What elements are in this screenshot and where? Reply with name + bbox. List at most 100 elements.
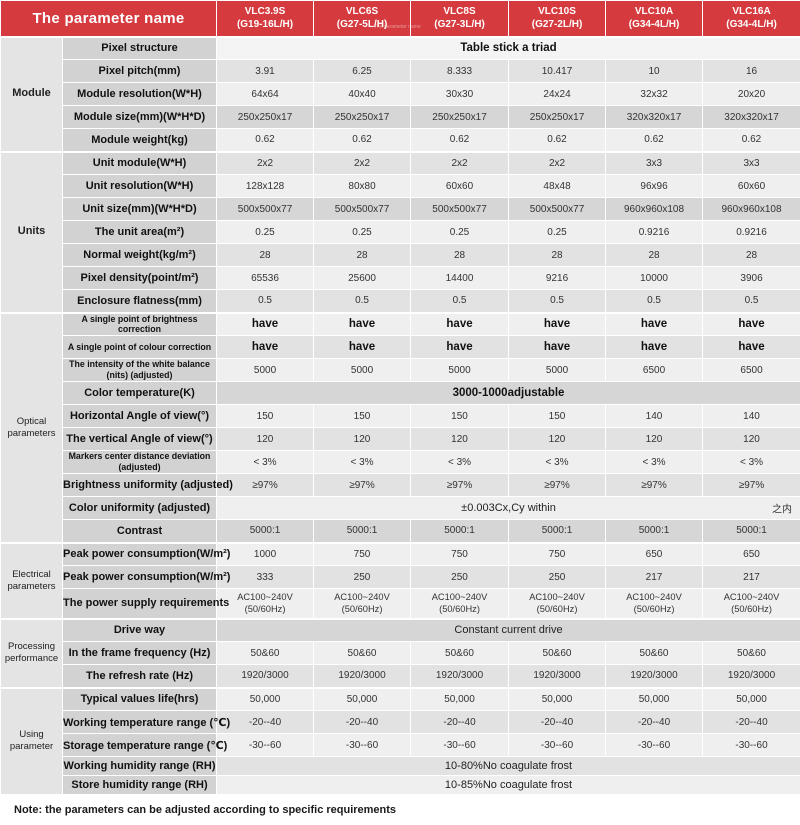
model-code: (G27-2L/H) <box>531 19 583 31</box>
value-cell: 28 <box>410 243 510 267</box>
value-cell: 5000:1 <box>410 519 510 543</box>
span-value-text: ±0.003Cx,Cy within <box>461 502 556 514</box>
value-cell: 50&60 <box>605 641 704 665</box>
value-cell: 24x24 <box>508 82 607 106</box>
value-cell: 5000 <box>508 358 607 382</box>
value-cell: 250 <box>410 565 510 589</box>
value-cell: 1920/3000 <box>410 664 510 688</box>
value-cell: 1920/3000 <box>508 664 607 688</box>
value-cell: 5000 <box>216 358 315 382</box>
value-cell: 140 <box>702 404 800 428</box>
param-label: Contrast <box>61 519 218 543</box>
value-cell: have <box>313 311 412 336</box>
value-cell: 30x30 <box>410 82 510 106</box>
span-value-text: 10-85%No coagulate frost <box>444 779 573 791</box>
value-cell: 2x2 <box>508 150 607 175</box>
value-cell: 28 <box>702 243 800 267</box>
value-cell: 10 <box>605 59 704 83</box>
value-cell: 120 <box>410 427 510 451</box>
value-cell: 0.62 <box>605 128 704 152</box>
value-cell: 0.62 <box>508 128 607 152</box>
value-cell: < 3% <box>410 450 510 474</box>
column-header: VLC10S (G27-2L/H) <box>508 0 607 38</box>
value-cell: 1000 <box>216 541 315 566</box>
value-cell: -30--60 <box>605 733 704 757</box>
value-cell: 0.62 <box>410 128 510 152</box>
value-cell: 250 <box>508 565 607 589</box>
value-cell: 50&60 <box>508 641 607 665</box>
param-label: Enclosure flatness(mm) <box>61 289 218 313</box>
value-cell: have <box>605 311 704 336</box>
value-cell: -30--60 <box>702 733 800 757</box>
param-label: Unit size(mm)(W*H*D) <box>61 197 218 221</box>
value-cell: 1920/3000 <box>313 664 412 688</box>
span-value-cell: 3000-1000adjustable <box>216 381 800 405</box>
value-cell: 50&60 <box>216 641 315 665</box>
value-cell: 500x500x77 <box>410 197 510 221</box>
value-cell: 1920/3000 <box>605 664 704 688</box>
value-cell: AC100~240V (50/60Hz) <box>605 588 704 619</box>
value-cell: -30--60 <box>508 733 607 757</box>
value-cell: AC100~240V (50/60Hz) <box>702 588 800 619</box>
value-cell: 320x320x17 <box>605 105 704 129</box>
param-label: The intensity of the white balance (nits… <box>61 358 218 382</box>
value-cell: 150 <box>410 404 510 428</box>
footnote: Note: the parameters can be adjusted acc… <box>14 804 397 816</box>
param-label: Unit module(W*H) <box>61 150 218 175</box>
value-cell: 10.417 <box>508 59 607 83</box>
value-cell: 10000 <box>605 266 704 290</box>
param-label: Pixel structure <box>61 36 218 60</box>
value-cell: 150 <box>313 404 412 428</box>
table-title: The parameter name <box>0 0 218 38</box>
value-cell: 50,000 <box>508 686 607 711</box>
value-cell: have <box>702 335 800 359</box>
value-cell: 1920/3000 <box>702 664 800 688</box>
value-cell: 0.9216 <box>605 220 704 244</box>
value-cell: 250x250x17 <box>508 105 607 129</box>
value-cell: 0.5 <box>313 289 412 313</box>
value-cell: 5000 <box>313 358 412 382</box>
span-value-cell: Table stick a triad <box>216 36 800 60</box>
value-cell: 0.5 <box>605 289 704 313</box>
value-cell: have <box>313 335 412 359</box>
value-cell: have <box>410 335 510 359</box>
value-cell: AC100~240V (50/60Hz) <box>508 588 607 619</box>
value-cell: 3.91 <box>216 59 315 83</box>
value-cell: < 3% <box>605 450 704 474</box>
value-cell: -20--40 <box>410 710 510 734</box>
group-cell: Units <box>0 150 63 313</box>
value-cell: 5000 <box>410 358 510 382</box>
value-cell: 96x96 <box>605 174 704 198</box>
value-cell: 60x60 <box>410 174 510 198</box>
value-cell: 250x250x17 <box>410 105 510 129</box>
value-cell: have <box>216 335 315 359</box>
value-cell: 80x80 <box>313 174 412 198</box>
model-name: VLC6S <box>345 6 379 18</box>
param-label: Color temperature(K) <box>61 381 218 405</box>
span-value-cell: ±0.003Cx,Cy within 之内 <box>216 496 800 520</box>
value-cell: ≥97% <box>605 473 704 497</box>
value-cell: 120 <box>313 427 412 451</box>
value-cell: -20--40 <box>702 710 800 734</box>
value-cell: 0.25 <box>216 220 315 244</box>
param-label: Brightness uniformity (adjusted) <box>61 473 233 497</box>
value-cell: ≥97% <box>313 473 412 497</box>
value-cell: 5000:1 <box>508 519 607 543</box>
value-cell: 50,000 <box>605 686 704 711</box>
value-cell: 50,000 <box>410 686 510 711</box>
param-label: Pixel pitch(mm) <box>61 59 218 83</box>
model-code: (G27-5L/H) <box>336 19 388 31</box>
value-cell: 5000:1 <box>216 519 315 543</box>
value-cell: 250 <box>313 565 412 589</box>
value-cell: 16 <box>702 59 800 83</box>
value-cell: 120 <box>605 427 704 451</box>
value-cell: ≥97% <box>216 473 315 497</box>
value-cell: 120 <box>702 427 800 451</box>
group-cell: Optical parameters <box>0 311 63 543</box>
param-label: Working humidity range (RH) <box>61 756 218 776</box>
value-cell: 65536 <box>216 266 315 290</box>
value-cell: ≥97% <box>508 473 607 497</box>
column-header: VLC3.9S (G19-16L/H) <box>216 0 315 38</box>
value-cell: 28 <box>216 243 315 267</box>
value-cell: 150 <box>508 404 607 428</box>
